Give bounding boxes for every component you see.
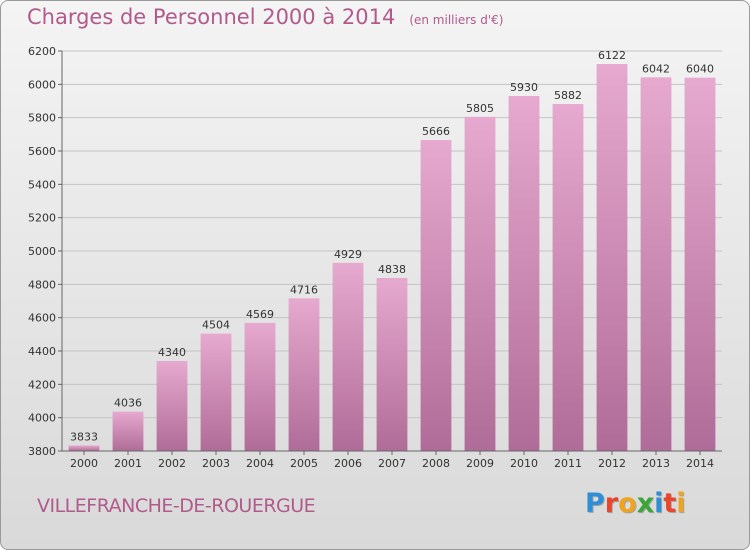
bar-chart: 3800 4000 4200 4400 4600 4800 5000 5200 5400 5600… <box>28 45 722 470</box>
data-label-2014: 6040 <box>686 63 714 76</box>
x-axis: 2000 2001 2002 2003 2004 2005 2006 2007 2008 2009… <box>62 450 722 470</box>
y-tick-label: 6000 <box>28 78 56 91</box>
x-tick-label-2010: 2010 <box>510 457 538 470</box>
y-tick-label: 5600 <box>28 145 56 158</box>
bar-2005 <box>288 298 320 451</box>
y-tick-label: 4600 <box>28 312 56 325</box>
data-label-2011: 5882 <box>554 89 582 102</box>
x-tick-label-2013: 2013 <box>642 457 670 470</box>
x-tick-label-2005: 2005 <box>290 457 318 470</box>
y-axis: 3800 4000 4200 4400 4600 4800 5000 5200 5400 5600… <box>28 45 63 458</box>
chart-title: Charges de Personnel 2000 à 2014 (en mill… <box>27 5 503 29</box>
data-label-2003: 4504 <box>202 319 230 332</box>
logo-letter: P <box>585 488 605 519</box>
logo-letter: t <box>663 488 677 519</box>
logo-letter: i <box>676 488 686 519</box>
x-tick-label-2004: 2004 <box>246 457 274 470</box>
bar-2010 <box>508 96 540 451</box>
y-tick-label: 3800 <box>28 445 56 458</box>
chart-title-text: Charges de Personnel 2000 à 2014 <box>27 5 396 29</box>
bar-2014 <box>684 77 716 452</box>
data-label-2004: 4569 <box>246 308 274 321</box>
x-tick-label-2000: 2000 <box>70 457 98 470</box>
y-tick-label: 4400 <box>28 345 56 358</box>
y-tick-label: 5800 <box>28 112 56 125</box>
x-tick-label-2011: 2011 <box>554 457 582 470</box>
x-tick-label-2003: 2003 <box>202 457 230 470</box>
data-label-2000: 3833 <box>70 431 98 444</box>
data-label-2013: 6042 <box>642 62 670 75</box>
y-tick-label: 4800 <box>28 278 56 291</box>
logo-letter: r <box>604 488 619 519</box>
proxiti-logo[interactable]: Proxiti <box>585 488 686 519</box>
bar-2009 <box>464 116 496 451</box>
chart-unit: (en milliers d'€) <box>409 13 504 27</box>
x-tick-label-2008: 2008 <box>422 457 450 470</box>
bar-2004 <box>244 322 276 451</box>
data-label-2007: 4838 <box>378 263 406 276</box>
logo-letter: x <box>636 488 655 519</box>
x-tick-label-2012: 2012 <box>598 457 626 470</box>
data-label-2006: 4929 <box>334 248 362 261</box>
data-label-2005: 4716 <box>290 283 318 296</box>
y-tick-label: 4000 <box>28 412 56 425</box>
data-labels: 3833 4036 4340 4504 4569 4716 4929 4838 5666 5805… <box>70 49 714 444</box>
bar-2002 <box>156 361 188 451</box>
data-label-2002: 4340 <box>158 346 186 359</box>
bar-2001 <box>112 411 144 451</box>
bar-2013 <box>640 77 672 451</box>
data-label-2009: 5805 <box>466 102 494 115</box>
city-name: VILLEFRANCHE-DE-ROUERGUE <box>37 495 316 517</box>
data-label-2001: 4036 <box>114 397 142 410</box>
bar-2000 <box>68 445 100 451</box>
bar-2008 <box>420 140 452 451</box>
x-tick-label-2001: 2001 <box>114 457 142 470</box>
y-tick-label: 5400 <box>28 178 56 191</box>
logo-letter: o <box>618 488 637 519</box>
x-tick-label-2002: 2002 <box>158 457 186 470</box>
data-label-2012: 6122 <box>598 49 626 62</box>
x-tick-label-2014: 2014 <box>686 457 714 470</box>
bar-2012 <box>596 64 628 451</box>
x-tick-label-2009: 2009 <box>466 457 494 470</box>
x-tick-label-2007: 2007 <box>378 457 406 470</box>
y-tick-label: 5200 <box>28 212 56 225</box>
logo-letter: i <box>654 488 664 519</box>
bar-2011 <box>552 104 584 451</box>
bars <box>68 64 716 452</box>
bar-2006 <box>332 262 364 451</box>
x-tick-label-2006: 2006 <box>334 457 362 470</box>
y-tick-label: 6200 <box>28 45 56 58</box>
data-label-2010: 5930 <box>510 81 538 94</box>
bar-2003 <box>200 333 232 451</box>
bar-2007 <box>376 278 408 451</box>
data-label-2008: 5666 <box>422 125 450 138</box>
y-tick-label: 4200 <box>28 378 56 391</box>
y-tick-label: 5000 <box>28 245 56 258</box>
